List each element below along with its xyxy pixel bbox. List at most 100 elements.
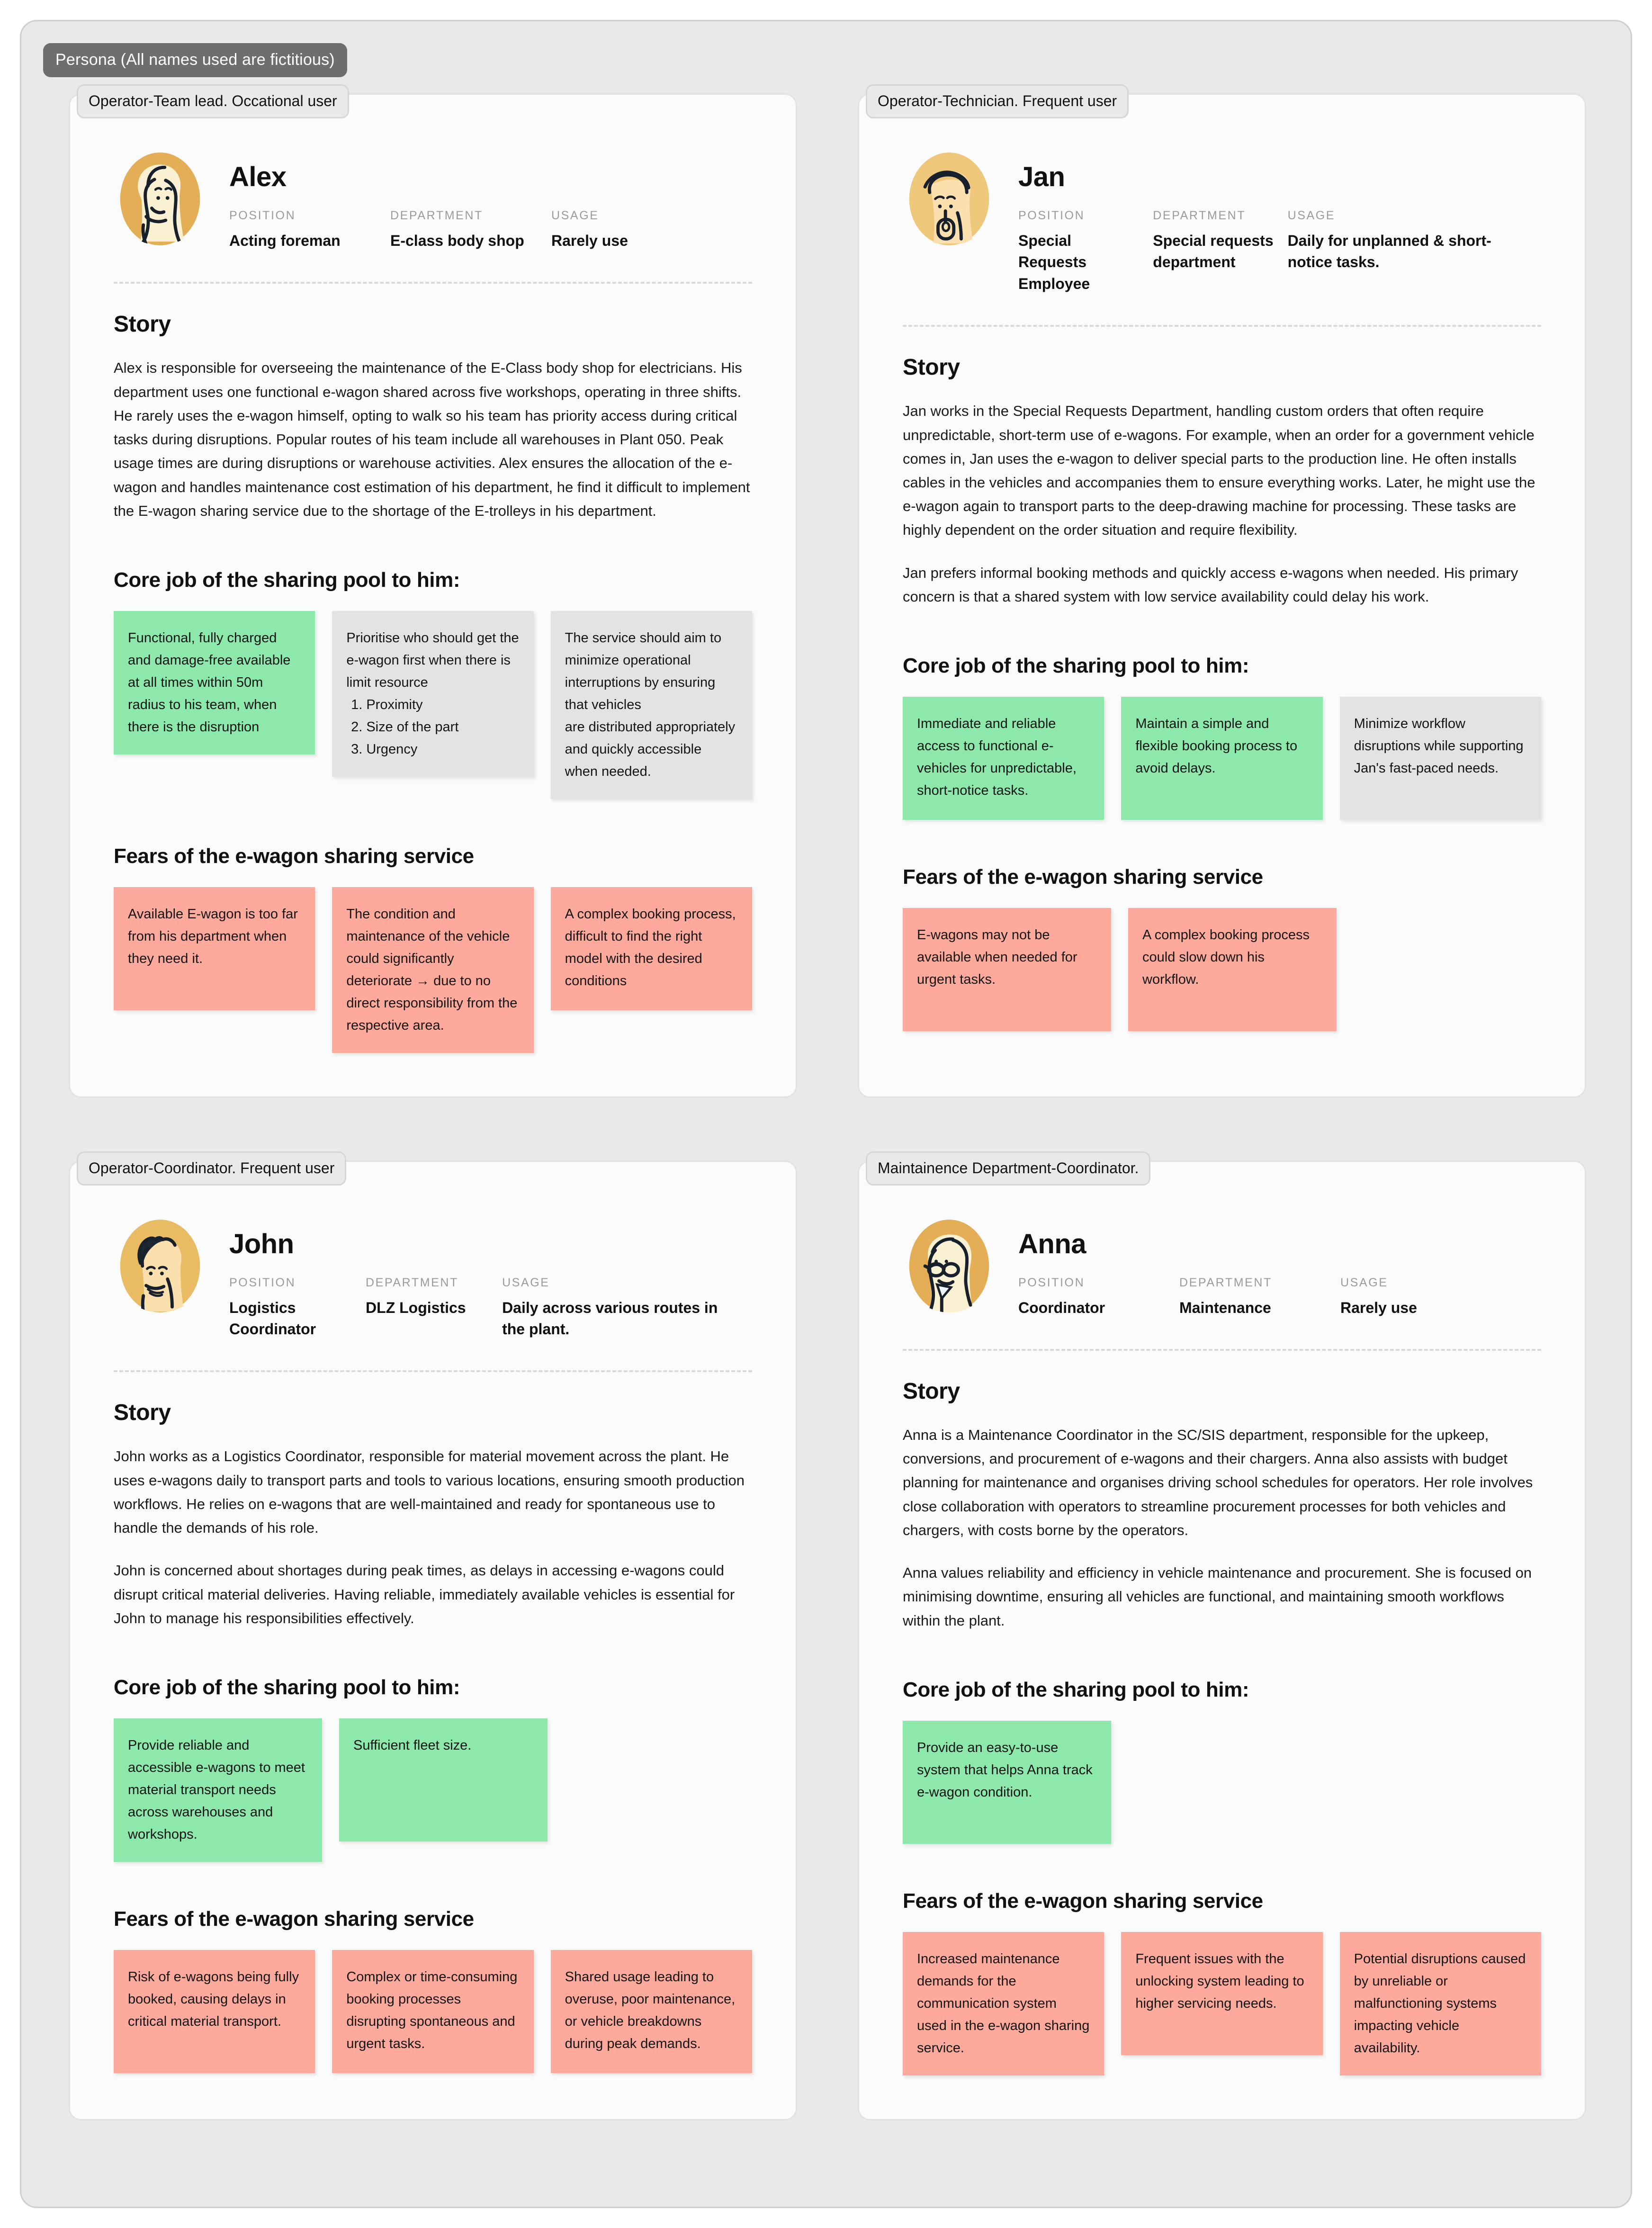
fear-card-text: The condition and maintenance of the veh…	[346, 906, 518, 1033]
fear-card-text: Frequent issues with the unlocking syste…	[1135, 1951, 1304, 2011]
core-job-card-text: Minimize workflow disruptions while supp…	[1354, 716, 1524, 776]
meta-label-usage: USAGE	[1287, 209, 1336, 222]
fear-card-text: Increased maintenance demands for the co…	[917, 1951, 1090, 2056]
story-heading: Story	[114, 312, 171, 337]
fear-card: Shared usage leading to overuse, poor ma…	[550, 1950, 752, 2073]
section-divider	[903, 325, 1541, 327]
story-paragraph: Jan prefers informal booking methods and…	[903, 564, 1518, 605]
core-job-card-text: Provide reliable and accessible e-wagons…	[128, 1737, 305, 1842]
avatar-anna	[903, 1219, 996, 1312]
meta-label-usage: USAGE	[502, 1276, 550, 1289]
meta-value-position: Special Requests Employee	[1018, 232, 1090, 292]
core-job-card: Immediate and reliable access to functio…	[903, 697, 1104, 820]
story-heading: Story	[903, 355, 960, 380]
meta-value-department: Maintenance	[1179, 1299, 1271, 1316]
fear-card-list: Risk of e-wagons being fully booked, cau…	[114, 1950, 752, 2073]
avatar-illustration-jan	[909, 153, 989, 245]
core-job-card-list: Immediate and reliable access to functio…	[903, 697, 1541, 820]
persona-meta: POSITION Coordinator DEPARTMENT Maintenance…	[1018, 1276, 1427, 1319]
story-paragraph: John works as a Logistics Coordinator, r…	[114, 1448, 745, 1536]
persona-header: Anna POSITION Coordinator DEPARTMENT Mainten…	[903, 1209, 1541, 1319]
avatar-illustration-john	[120, 1219, 200, 1312]
core-job-card-text: Functional, fully charged and damage-fre…	[128, 630, 291, 735]
persona-header: Jan POSITION Special Requests Employee DEPA…	[903, 142, 1541, 295]
core-job-priority-item: Proximity	[366, 694, 519, 716]
meta-position: POSITION Special Requests Employee	[1018, 209, 1153, 295]
meta-label-position: POSITION	[1018, 209, 1085, 222]
core-job-heading: Core job of the sharing pool to him:	[903, 1678, 1249, 1701]
meta-usage: USAGE Rarely use	[1340, 1276, 1427, 1319]
meta-value-usage: Rarely use	[551, 232, 628, 249]
fear-card-list: Increased maintenance demands for the co…	[903, 1932, 1541, 2075]
fear-card-text: Complex or time-consuming booking proces…	[346, 1969, 518, 2051]
fear-card-text: Risk of e-wagons being fully booked, cau…	[128, 1969, 299, 2029]
fear-card-text: E-wagons may not be available when neede…	[917, 927, 1077, 987]
meta-label-position: POSITION	[229, 1276, 296, 1289]
story-paragraph: Anna values reliability and efficiency i…	[903, 1564, 1532, 1629]
fear-card-text: Shared usage leading to overuse, poor ma…	[565, 1969, 736, 2051]
core-job-card-text: Prioritise who should get the e-wagon fi…	[346, 630, 519, 690]
story-paragraph: Anna is a Maintenance Coordinator in the…	[903, 1427, 1533, 1538]
fear-card: Potential disruptions caused by unreliab…	[1339, 1932, 1541, 2075]
core-job-priority-item: Size of the part	[366, 716, 519, 738]
section-divider	[903, 1349, 1541, 1351]
meta-value-position: Logistics Coordinator	[229, 1299, 316, 1338]
meta-label-usage: USAGE	[1340, 1276, 1388, 1289]
fear-card-text: A complex booking process, difficult to …	[565, 906, 736, 988]
persona-role-chip: Operator-Team lead. Occational user	[77, 84, 349, 118]
meta-value-department: Special requests department	[1153, 232, 1274, 271]
persona-role-chip: Operator-Technician. Frequent user	[866, 84, 1129, 118]
fear-card: A complex booking process, difficult to …	[550, 887, 752, 1010]
core-job-card-text: Maintain a simple and flexible booking p…	[1135, 716, 1298, 776]
core-job-card-text: Provide an easy-to-use system that helps…	[917, 1740, 1093, 1800]
persona-card-john: Operator-Coordinator. Frequent user John…	[69, 1151, 797, 2120]
story-heading: Story	[903, 1379, 960, 1404]
persona-card-alex: Operator-Team lead. Occational user Alex…	[69, 84, 797, 1098]
persona-grid: Operator-Team lead. Occational user Alex…	[69, 84, 1586, 2120]
core-job-card: Prioritise who should get the e-wagon fi…	[332, 611, 534, 777]
story-paragraph: John is concerned about shortages during…	[114, 1562, 735, 1626]
core-job-card-text: Immediate and reliable access to functio…	[917, 716, 1077, 798]
meta-usage: USAGE Daily for unplanned & short-notice …	[1288, 209, 1541, 295]
core-job-card-list: Provide reliable and accessible e-wagons…	[114, 1718, 752, 1862]
core-job-card: Sufficient fleet size.	[339, 1718, 548, 1842]
core-job-card-list: Provide an easy-to-use system that helps…	[903, 1720, 1541, 1844]
avatar-john	[114, 1219, 206, 1312]
persona-meta: POSITION Acting foreman DEPARTMENT E-class …	[229, 209, 637, 252]
fear-card-list: Available E-wagon is too far from his de…	[114, 887, 752, 1053]
core-job-card: Maintain a simple and flexible booking p…	[1121, 697, 1323, 820]
fear-card: Risk of e-wagons being fully booked, cau…	[114, 1950, 315, 2073]
fear-card: Frequent issues with the unlocking syste…	[1121, 1932, 1323, 2055]
persona-name: Alex	[229, 162, 287, 192]
meta-department: DEPARTMENT Maintenance	[1179, 1276, 1340, 1319]
fear-card: The condition and maintenance of the veh…	[332, 887, 534, 1053]
persona-meta: POSITION Logistics Coordinator DEPARTMENT D…	[229, 1276, 752, 1340]
core-job-heading: Core job of the sharing pool to him:	[114, 1675, 460, 1699]
fear-card-list: E-wagons may not be available when neede…	[903, 908, 1541, 1032]
fear-card: A complex booking process could slow dow…	[1128, 908, 1337, 1032]
meta-label-department: DEPARTMENT	[1179, 1276, 1272, 1289]
story-heading: Story	[114, 1400, 171, 1426]
persona-meta: POSITION Special Requests Employee DEPARTM…	[1018, 209, 1541, 295]
fear-card: Increased maintenance demands for the co…	[903, 1932, 1104, 2075]
core-job-heading: Core job of the sharing pool to him:	[903, 654, 1249, 678]
core-job-card: Minimize workflow disruptions while supp…	[1339, 697, 1541, 820]
persona-info: John POSITION Logistics Coordinator DEPARTM…	[229, 1220, 752, 1340]
core-job-card: Functional, fully charged and damage-fre…	[114, 611, 315, 755]
meta-label-department: DEPARTMENT	[390, 209, 483, 222]
meta-value-usage: Daily across various routes in the plant…	[502, 1299, 718, 1338]
fear-card-text: Potential disruptions caused by unreliab…	[1354, 1951, 1526, 2056]
fears-heading: Fears of the e-wagon sharing service	[903, 865, 1263, 889]
meta-department: DEPARTMENT Special requests department	[1153, 209, 1287, 295]
persona-header: John POSITION Logistics Coordinator DEPARTM…	[114, 1209, 752, 1340]
meta-value-department: E-class body shop	[390, 232, 524, 249]
meta-label-department: DEPARTMENT	[1153, 209, 1246, 222]
avatar-alex	[114, 153, 206, 245]
meta-department: DEPARTMENT E-class body shop	[390, 209, 551, 252]
fear-card: Available E-wagon is too far from his de…	[114, 887, 315, 1010]
story-paragraph: Alex is responsible for overseeing the m…	[114, 359, 750, 519]
meta-position: POSITION Acting foreman	[229, 209, 390, 252]
story-paragraph: Jan works in the Special Requests Depart…	[903, 403, 1535, 539]
persona-header: Alex POSITION Acting foreman DEPARTMENT E-cl…	[114, 142, 752, 252]
